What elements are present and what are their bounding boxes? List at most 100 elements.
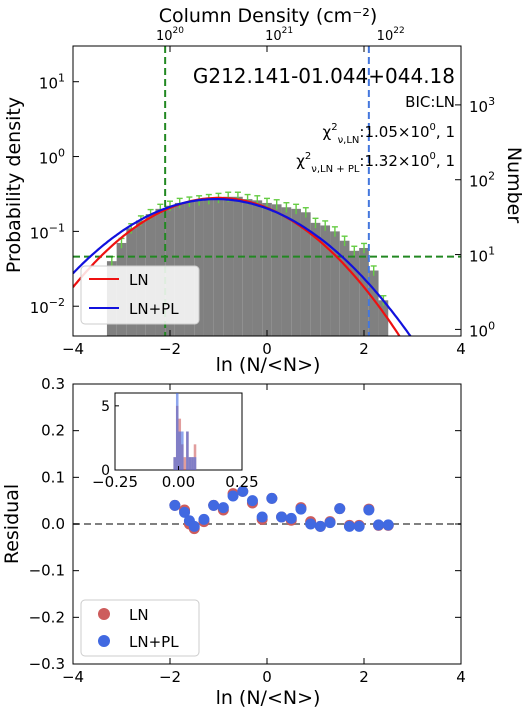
residual-y-ticks: −0.3 −0.2 −0.1 0.0 0.1 0.2 0.3 (29, 375, 461, 673)
residual-point-lnpl (179, 506, 191, 518)
residual-point-lnpl (382, 519, 394, 531)
residual-point-lnpl (363, 504, 375, 516)
histogram-bar (378, 300, 389, 336)
residual-point-lnpl (324, 517, 336, 529)
residual-point-lnpl (314, 520, 326, 532)
residual-plot-area (73, 485, 461, 535)
histogram-bar (368, 270, 379, 336)
chart-title: G212.141-01.044+044.18 (193, 64, 455, 88)
histogram-bar (262, 202, 272, 336)
residual-point-lnpl (334, 503, 346, 515)
x-tick-label: −2 (159, 668, 181, 686)
density-y-ticks: 10−2 10−1 100 101 (30, 72, 79, 317)
residual-point-lnpl (353, 520, 365, 532)
inset-bar-lnpl (186, 431, 189, 470)
top-tick-label: 1021 (265, 26, 293, 44)
residual-point-lnpl (227, 490, 239, 502)
legend-lnpl-label: LN+PL (129, 300, 179, 318)
legend-lnpl-marker (98, 635, 110, 647)
y-tick-label: −0.3 (29, 655, 65, 673)
histogram-bar (330, 231, 340, 336)
density-legend: LN LN+PL (80, 265, 200, 325)
inset-bar-lnpl (178, 431, 182, 470)
residual-point-lnpl (169, 499, 181, 511)
density-x-ticks: −4 −2 0 2 4 (62, 46, 466, 358)
inset-bar-ln (183, 457, 187, 470)
residual-x-ticks: −4 −2 0 2 4 (62, 384, 466, 686)
y-tick-label: 10−1 (30, 221, 65, 242)
legend-lnpl-label: LN+PL (129, 633, 179, 651)
inset-bar-lnpl (175, 393, 179, 470)
inset-bar-lnpl (193, 457, 197, 470)
inset-x-tick-label: 0.25 (225, 473, 258, 491)
residual-point-lnpl (217, 502, 229, 514)
right-tick-label: 100 (469, 319, 495, 340)
residual-x-label: ln (N/<N>) (216, 687, 321, 709)
y-tick-label: 0.1 (41, 468, 65, 486)
x-tick-label: −4 (62, 668, 84, 686)
histogram-bar (339, 240, 350, 336)
histogram-bar (223, 196, 234, 336)
y-axis-label: Probability density (3, 97, 25, 273)
inset-bar-lnpl (181, 431, 184, 470)
inset-y-tick-label: 5 (101, 399, 110, 415)
histogram-bar (203, 199, 214, 336)
histogram-bar (300, 212, 311, 336)
right-tick-label: 102 (469, 170, 495, 191)
top-axis-label: Column Density (cm⁻²) (159, 5, 378, 27)
x-axis-label: ln (N/<N>) (216, 354, 321, 376)
y-tick-label: −0.2 (29, 608, 65, 626)
x-tick-label: 2 (359, 340, 369, 358)
histogram-bar (359, 247, 369, 336)
residual-point-lnpl (237, 485, 249, 497)
inset-y-tick-label: 0 (101, 463, 110, 479)
residual-legend: LN LN+PL (80, 599, 200, 657)
residual-point-lnpl (198, 513, 210, 525)
legend-ln-label: LN (129, 606, 149, 624)
residual-point-lnpl (295, 503, 307, 515)
y-tick-label: 101 (39, 72, 65, 93)
top-tick-label: 1022 (377, 26, 405, 44)
density-panel: Column Density (cm⁻²) 1020 1021 1022 Proba… (3, 5, 522, 376)
fit-curve-ln-plpl (73, 198, 412, 336)
y-tick-label: 100 (39, 147, 65, 168)
inset-x-tick-label: −0.25 (92, 473, 138, 491)
histogram-bar (310, 222, 321, 336)
residual-point-lnpl (208, 499, 220, 511)
right-tick-label: 101 (469, 245, 495, 266)
chi-lnpl-annotation: χ2ν,LN + PL:1.32×100, 1 (296, 151, 455, 175)
x-tick-label: 0 (262, 668, 272, 686)
histogram-bar (242, 199, 253, 336)
residual-inset: −0.25 0.00 0.25 0 5 (92, 392, 259, 491)
inset-x-tick-label: 0.00 (162, 473, 195, 491)
x-tick-label: −2 (159, 340, 181, 358)
histogram-bar (233, 196, 243, 336)
residual-y-label: Residual (1, 484, 23, 564)
y-tick-label: 10−2 (30, 296, 65, 317)
residual-panel: Residual −0.25 0.00 0.25 0 5 LN LN+PL −4 −2 0 2… (1, 375, 466, 709)
y-tick-label: 0.0 (41, 515, 65, 533)
residual-point-lnpl (285, 512, 297, 524)
x-tick-label: 0 (262, 340, 272, 358)
x-tick-label: 4 (456, 668, 466, 686)
top-tick-label: 1020 (156, 26, 184, 44)
inset-bar-lnpl (191, 457, 194, 470)
legend-box (80, 599, 200, 657)
legend-ln-label: LN (129, 271, 149, 289)
inset-bar-lnpl (173, 457, 176, 470)
y-tick-label: 0.3 (41, 375, 65, 393)
histogram-bar (252, 200, 263, 336)
histogram-bar (291, 208, 301, 336)
y-tick-label: −0.1 (29, 562, 65, 580)
histogram-bar (320, 225, 331, 336)
right-tick-label: 103 (469, 95, 495, 116)
inset-bar-lnpl (188, 457, 192, 470)
histogram-bar (271, 204, 282, 336)
x-tick-label: 4 (456, 340, 466, 358)
right-axis-label: Number (503, 147, 522, 224)
histogram-bar (213, 197, 224, 336)
residual-point-lnpl (276, 511, 288, 523)
x-tick-label: 2 (359, 668, 369, 686)
top-axis-ticks: 1020 1021 1022 (156, 26, 405, 44)
